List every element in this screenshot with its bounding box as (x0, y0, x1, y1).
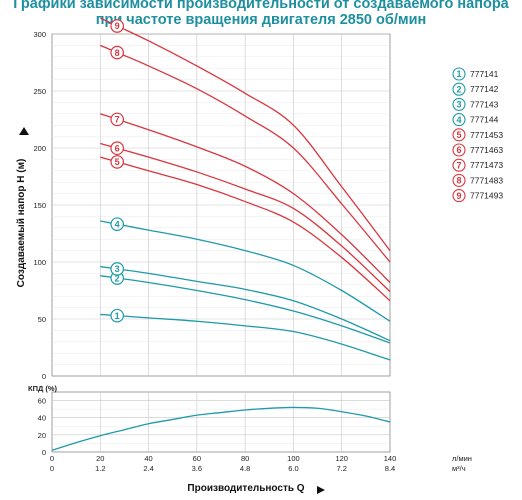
legend-label: 7771463 (470, 145, 503, 155)
x-unit-lmin: л/мин (452, 454, 472, 463)
x-axis-label: Производительность Q (187, 483, 304, 494)
head-curve-8 (100, 44, 391, 263)
head-y-tick-label: 200 (33, 144, 46, 153)
legend-item-9: 9 7771493 (452, 189, 503, 203)
legend-item-6: 6 7771463 (452, 143, 503, 157)
x-tick-label-lmin: 40 (144, 454, 152, 463)
head-curve-4 (100, 220, 391, 322)
svg-text:7: 7 (456, 160, 461, 170)
head-curve-9 (100, 17, 391, 251)
x-tick-label-lmin: 140 (384, 454, 397, 463)
head-curve-1 (100, 313, 391, 361)
svg-text:3: 3 (456, 100, 461, 110)
head-curve-6 (100, 142, 391, 293)
legend-label: 777143 (470, 99, 499, 109)
svg-text:4: 4 (456, 115, 461, 125)
legend-label: 7771483 (470, 175, 503, 185)
svg-text:1: 1 (456, 69, 461, 79)
x-tick-label-m3h: 0 (50, 464, 54, 473)
curve-marker-8: 8 (110, 45, 124, 60)
head-y-tick-label: 50 (38, 315, 46, 324)
chart-title: Графики зависимости производительности о… (0, 0, 522, 28)
head-y-tick-label: 150 (33, 201, 46, 210)
eff-y-axis-label: КПД (%) (28, 384, 58, 393)
head-y-tick-label: 100 (33, 258, 46, 267)
head-curve-2 (100, 275, 391, 344)
x-unit-m3h: м³/ч (452, 464, 466, 473)
curve-marker-3: 3 (110, 262, 124, 276)
x-tick-label-m3h: 4.8 (240, 464, 250, 473)
head-curve-7 (100, 113, 391, 283)
legend-label: 777142 (470, 84, 499, 94)
head-y-tick-label: 250 (33, 87, 46, 96)
x-tick-label-lmin: 100 (287, 454, 300, 463)
legend-label: 7771473 (470, 160, 503, 170)
svg-text:9: 9 (456, 191, 461, 201)
legend-item-1: 1 777141 (452, 67, 499, 81)
head-y-tick-label: 0 (42, 372, 46, 381)
legend-item-2: 2 777142 (452, 82, 499, 96)
svg-text:3: 3 (115, 264, 120, 274)
legend-label: 777144 (470, 115, 499, 125)
svg-text:7: 7 (115, 115, 120, 125)
svg-text:4: 4 (115, 219, 120, 229)
head-y-axis-arrow-icon (19, 127, 29, 135)
svg-text:2: 2 (456, 84, 461, 94)
x-tick-label-m3h: 3.6 (192, 464, 202, 473)
curve-marker-6: 6 (110, 141, 124, 156)
svg-text:1: 1 (115, 311, 120, 321)
curve-marker-1: 1 (110, 308, 124, 323)
x-tick-label-lmin: 0 (50, 454, 54, 463)
x-tick-label-m3h: 6.0 (288, 464, 298, 473)
legend-item-8: 8 7771483 (452, 173, 503, 187)
x-tick-label-m3h: 8.4 (385, 464, 395, 473)
x-tick-label-lmin: 60 (193, 454, 201, 463)
legend-label: 7771493 (470, 191, 503, 201)
svg-text:9: 9 (115, 21, 120, 31)
legend-item-4: 4 777144 (452, 113, 499, 127)
legend-item-3: 3 777143 (452, 97, 499, 111)
eff-y-tick-label: 0 (42, 448, 46, 457)
eff-y-tick-label: 20 (38, 431, 46, 440)
chart-title-line1: Графики зависимости производительности о… (13, 0, 509, 12)
x-axis-arrow-icon (317, 486, 325, 494)
efficiency-plot-frame (51, 391, 391, 453)
head-curve-5 (100, 156, 391, 302)
legend-label: 777141 (470, 69, 499, 79)
legend-item-5: 5 7771453 (452, 128, 503, 142)
svg-text:5: 5 (456, 130, 461, 140)
svg-text:6: 6 (456, 145, 461, 155)
chart-title-line2: при частоте вращения двигателя 2850 об/м… (95, 12, 427, 28)
legend-label: 7771453 (470, 130, 503, 140)
svg-text:8: 8 (456, 176, 461, 186)
eff-y-tick-label: 40 (38, 414, 46, 423)
x-tick-label-lmin: 120 (335, 454, 348, 463)
efficiency-curve (51, 406, 391, 451)
x-tick-label-lmin: 20 (96, 454, 104, 463)
svg-text:2: 2 (115, 273, 120, 283)
x-tick-label-lmin: 80 (241, 454, 249, 463)
head-y-tick-label: 300 (33, 30, 46, 39)
curve-marker-7: 7 (110, 112, 124, 127)
legend-item-7: 7 7771473 (452, 158, 503, 172)
svg-text:5: 5 (115, 157, 120, 167)
head-curve-3 (100, 265, 391, 342)
x-tick-label-m3h: 2.4 (143, 464, 153, 473)
curve-marker-4: 4 (110, 217, 124, 231)
x-tick-label-m3h: 1.2 (95, 464, 105, 473)
head-y-axis-label: Создаваемый напор H (м) (16, 159, 27, 288)
curve-marker-9: 9 (110, 19, 124, 33)
svg-text:6: 6 (115, 143, 120, 153)
svg-text:8: 8 (115, 48, 120, 58)
x-tick-label-m3h: 7.2 (336, 464, 346, 473)
eff-y-tick-label: 60 (38, 397, 46, 406)
curve-marker-5: 5 (110, 155, 124, 169)
